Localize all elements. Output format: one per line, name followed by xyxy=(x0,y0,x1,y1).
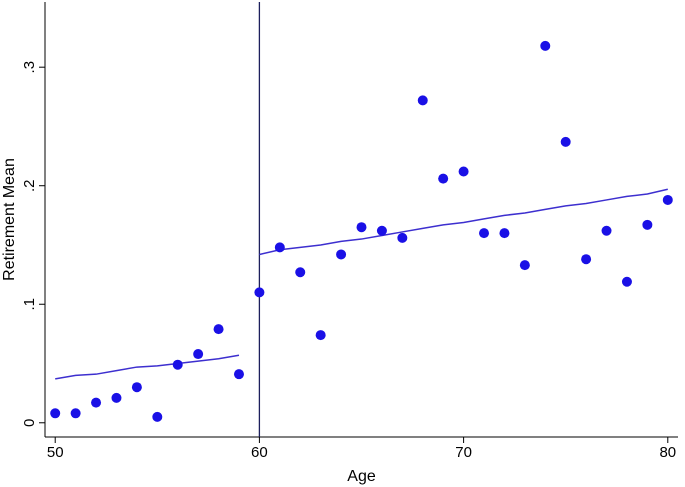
data-point xyxy=(642,219,653,230)
data-point xyxy=(376,225,387,236)
y-tick-label: 0 xyxy=(21,419,38,427)
x-axis-label: Age xyxy=(347,468,376,485)
data-point xyxy=(438,173,449,184)
data-point xyxy=(458,166,469,177)
data-point xyxy=(336,249,347,260)
data-point xyxy=(131,382,142,393)
data-point xyxy=(397,232,408,243)
fit-line xyxy=(259,188,668,256)
data-point xyxy=(560,136,571,147)
data-point xyxy=(519,260,530,271)
data-point xyxy=(621,276,632,287)
y-tick-label: .1 xyxy=(21,298,38,311)
y-axis-label: Retirement Mean xyxy=(1,158,18,281)
data-point xyxy=(540,40,551,51)
data-point xyxy=(50,408,61,419)
axes xyxy=(44,2,678,438)
x-tick-label: 50 xyxy=(47,444,64,461)
data-point xyxy=(193,349,204,360)
tick-labels: 50 60 70 80 0 .1 .2 .3 xyxy=(21,61,676,461)
data-point xyxy=(111,392,122,403)
data-point xyxy=(662,194,673,205)
data-point xyxy=(274,242,285,253)
data-point xyxy=(91,397,102,408)
data-point xyxy=(254,287,265,298)
data-point xyxy=(499,228,510,239)
data-points xyxy=(50,40,673,422)
data-point xyxy=(172,359,183,370)
data-point xyxy=(70,408,81,419)
x-tick-label: 60 xyxy=(251,444,268,461)
data-point xyxy=(417,95,428,106)
data-point xyxy=(152,411,163,422)
data-point xyxy=(601,225,612,236)
data-point xyxy=(581,254,592,265)
data-point xyxy=(233,369,244,380)
x-tick-label: 80 xyxy=(659,444,676,461)
data-point xyxy=(315,330,326,341)
data-point xyxy=(356,222,367,233)
x-tick-label: 70 xyxy=(455,444,472,461)
y-tick-label: .2 xyxy=(21,179,38,192)
data-point xyxy=(213,324,224,335)
data-point xyxy=(479,228,490,239)
data-point xyxy=(295,267,306,278)
fit-line xyxy=(55,354,240,380)
y-tick-label: .3 xyxy=(21,61,38,74)
fit-lines xyxy=(55,188,668,380)
